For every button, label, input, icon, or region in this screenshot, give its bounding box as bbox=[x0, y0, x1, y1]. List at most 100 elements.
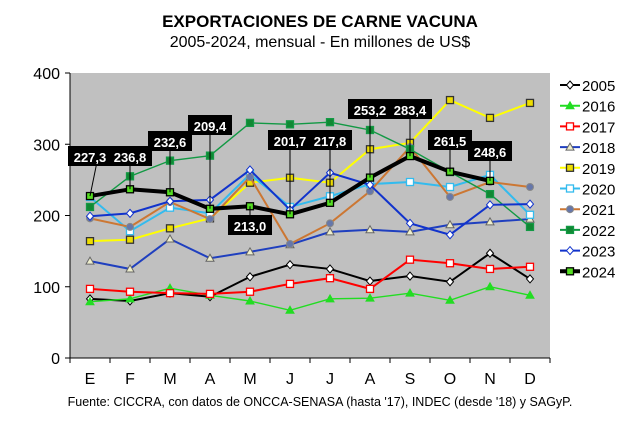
x-tick-label: M bbox=[243, 371, 256, 388]
x-tick-label: A bbox=[365, 371, 376, 388]
data-point-2017 bbox=[525, 262, 535, 271]
data-point-2017 bbox=[125, 287, 135, 296]
legend-label: 2019 bbox=[582, 161, 615, 178]
x-tick-label: A bbox=[205, 371, 216, 388]
data-point-2005 bbox=[525, 274, 535, 284]
data-point-2018 bbox=[205, 253, 215, 262]
series-line-2017 bbox=[89, 258, 531, 295]
y-tick-label: 300 bbox=[33, 137, 60, 154]
data-point-2016 bbox=[405, 288, 415, 297]
data-point-2005 bbox=[405, 271, 415, 281]
data-label: 261,5 bbox=[434, 134, 467, 149]
data-point-2020 bbox=[445, 182, 455, 192]
data-point-2023 bbox=[125, 208, 135, 219]
data-label-box bbox=[108, 146, 152, 166]
legend-label: 2020 bbox=[582, 182, 615, 199]
data-label-box bbox=[148, 131, 192, 151]
data-point-2018 bbox=[125, 263, 135, 273]
data-point-2018 bbox=[325, 226, 335, 236]
data-label: 201,7 bbox=[274, 134, 307, 149]
x-tick-label: J bbox=[286, 371, 294, 388]
data-point-2023 bbox=[365, 180, 375, 190]
data-point-2023 bbox=[245, 165, 255, 175]
source-note: Fuente: CICCRA, con datos de ONCCA-SENAS… bbox=[67, 395, 573, 409]
data-point-2019 bbox=[125, 235, 135, 244]
y-tick-label: 400 bbox=[33, 66, 60, 83]
series-line-2016 bbox=[89, 286, 531, 311]
data-point-2017 bbox=[285, 279, 295, 289]
data-point-2005 bbox=[325, 264, 335, 274]
data-label-box bbox=[268, 130, 312, 150]
data-point-2022 bbox=[325, 118, 335, 127]
data-label-box bbox=[308, 130, 352, 150]
x-tick-label: O bbox=[444, 371, 456, 388]
x-tick-label: S bbox=[405, 371, 416, 388]
data-point-2017 bbox=[205, 289, 215, 299]
data-point-2022 bbox=[525, 222, 535, 232]
chart-subtitle: 2005-2024, mensual - En millones de US$ bbox=[169, 34, 471, 51]
data-point-2022 bbox=[85, 202, 95, 212]
data-point-2020 bbox=[405, 177, 415, 187]
data-point-2022 bbox=[245, 118, 255, 128]
legend-label: 2021 bbox=[582, 202, 615, 219]
series-line-2020 bbox=[89, 172, 531, 233]
data-point-2005 bbox=[485, 248, 495, 259]
data-point-2018 bbox=[245, 246, 255, 256]
data-point-2021 bbox=[286, 240, 294, 248]
data-point-2020 bbox=[525, 210, 535, 219]
data-point-2016 bbox=[125, 293, 135, 303]
data-point-2018 bbox=[365, 224, 375, 234]
data-point-2018 bbox=[85, 256, 95, 265]
legend-label: 2023 bbox=[582, 244, 615, 261]
data-label-box bbox=[228, 215, 272, 235]
series-line-2023 bbox=[89, 168, 531, 236]
data-label: 227,3 bbox=[74, 150, 107, 165]
x-tick-label: F bbox=[125, 371, 135, 388]
data-point-2019 bbox=[85, 236, 95, 246]
data-point-2022 bbox=[285, 120, 295, 129]
data-point-2018 bbox=[445, 219, 455, 229]
data-point-2023 bbox=[485, 200, 495, 210]
legend-marker-2023 bbox=[565, 245, 575, 256]
data-label: 213,0 bbox=[234, 219, 267, 234]
data-point-2016 bbox=[85, 296, 95, 306]
data-point-2019 bbox=[165, 224, 175, 233]
chart-title: EXPORTACIONES DE CARNE VACUNA bbox=[162, 12, 478, 31]
data-label-box bbox=[348, 99, 392, 119]
data-point-2023 bbox=[405, 218, 415, 229]
legend-label: 2005 bbox=[582, 78, 615, 95]
legend-marker-2005 bbox=[565, 80, 575, 90]
legend-marker-2019 bbox=[565, 163, 575, 172]
data-point-2005 bbox=[445, 277, 455, 287]
data-label: 283,4 bbox=[394, 103, 427, 118]
data-point-2017 bbox=[485, 264, 495, 274]
legend-label: 2016 bbox=[582, 99, 615, 116]
data-point-2017 bbox=[405, 255, 415, 264]
data-point-2005 bbox=[245, 272, 255, 282]
x-tick-label: N bbox=[484, 371, 496, 388]
data-label-box bbox=[188, 115, 232, 135]
data-label: 248,6 bbox=[474, 145, 507, 160]
x-tick-label: D bbox=[524, 371, 536, 388]
data-point-2016 bbox=[485, 281, 495, 291]
series-line-2018 bbox=[89, 218, 531, 271]
data-point-2005 bbox=[285, 259, 295, 270]
data-label: 217,8 bbox=[314, 134, 347, 149]
data-label: 232,6 bbox=[154, 135, 187, 150]
data-point-2021 bbox=[206, 215, 214, 224]
data-point-2021 bbox=[526, 183, 534, 191]
series-line-2019 bbox=[89, 98, 531, 243]
data-label-box bbox=[428, 130, 472, 150]
data-point-2016 bbox=[325, 293, 335, 303]
y-tick-label: 0 bbox=[51, 351, 60, 368]
data-point-2016 bbox=[365, 293, 375, 302]
plot-background bbox=[70, 73, 550, 358]
legend-marker-2018 bbox=[565, 142, 575, 151]
legend-marker-2017 bbox=[565, 122, 575, 131]
data-label-box bbox=[468, 141, 512, 161]
x-tick-label: M bbox=[163, 371, 176, 388]
data-point-2017 bbox=[165, 289, 175, 298]
data-point-2021 bbox=[446, 192, 454, 201]
x-tick-label: J bbox=[326, 371, 334, 388]
